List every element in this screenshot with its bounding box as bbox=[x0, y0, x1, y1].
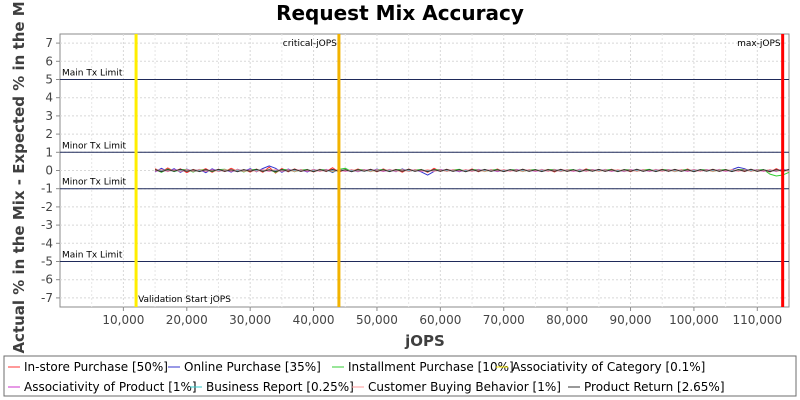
legend-label: Business Report [0.25%] bbox=[206, 380, 354, 394]
reference-lines: Main Tx Limit Minor Tx Limit Minor Tx Limi… bbox=[60, 69, 789, 262]
marker-lines: Validation Start jOPS critical-jOPS max-jO… bbox=[134, 34, 785, 307]
y-tick-label: -2 bbox=[41, 200, 53, 214]
y-tick-label: 2 bbox=[45, 127, 53, 141]
y-tick-label: 0 bbox=[45, 164, 53, 178]
legend-label: Customer Buying Behavior [1%] bbox=[368, 380, 561, 394]
series-line bbox=[154, 168, 790, 173]
chart-title: Request Mix Accuracy bbox=[276, 1, 524, 25]
legend-label: Online Purchase [35%] bbox=[184, 360, 321, 374]
marker-line-label: critical-jOPS bbox=[283, 39, 337, 49]
y-tick-label: -3 bbox=[41, 218, 53, 232]
reference-line-label: Main Tx Limit bbox=[62, 69, 123, 79]
series-lines bbox=[154, 165, 790, 177]
axis-layer: 10,000 20,000 30,000 40,000 50,000 60,000 70,0… bbox=[41, 36, 782, 327]
y-tick-label: 5 bbox=[45, 73, 53, 87]
y-axis-title: Actual % in the Mix - Expected % in the … bbox=[10, 0, 28, 354]
y-tick-label: -7 bbox=[41, 291, 53, 305]
y-tick-label: 1 bbox=[45, 145, 53, 159]
x-tick-label: 110,000 bbox=[732, 313, 782, 327]
marker-line-label: max-jOPS bbox=[737, 39, 781, 49]
x-tick-label: 60,000 bbox=[419, 313, 461, 327]
legend-box bbox=[3, 355, 797, 397]
legend-label: Product Return [2.65%] bbox=[584, 380, 725, 394]
x-axis-title: jOPS bbox=[404, 332, 445, 350]
legend-label: Installment Purchase [10%] bbox=[348, 360, 514, 374]
x-tick-label: 90,000 bbox=[610, 313, 652, 327]
reference-line-label: Minor Tx Limit bbox=[62, 141, 127, 151]
marker-line-label: Validation Start jOPS bbox=[138, 295, 231, 305]
y-tick-label: -5 bbox=[41, 255, 53, 269]
y-tick-label: 3 bbox=[45, 109, 53, 123]
x-tick-label: 20,000 bbox=[166, 313, 208, 327]
y-tick-label: 6 bbox=[45, 54, 53, 68]
x-tick-label: 30,000 bbox=[229, 313, 271, 327]
x-tick-label: 100,000 bbox=[669, 313, 719, 327]
x-tick-label: 10,000 bbox=[102, 313, 144, 327]
x-tick-label: 80,000 bbox=[546, 313, 588, 327]
reference-line-label: Main Tx Limit bbox=[62, 251, 123, 261]
legend-label: Associativity of Product [1%] bbox=[24, 380, 197, 394]
y-tick-label: -6 bbox=[41, 273, 53, 287]
y-tick-label: -4 bbox=[41, 236, 53, 250]
legend-label: Associativity of Category [0.1%] bbox=[512, 360, 705, 374]
legend-label: In-store Purchase [50%] bbox=[24, 360, 168, 374]
y-tick-label: 7 bbox=[45, 36, 53, 50]
y-tick-label: -1 bbox=[41, 182, 53, 196]
y-tick-label: 4 bbox=[45, 91, 53, 105]
x-tick-label: 50,000 bbox=[356, 313, 398, 327]
reference-line-label: Minor Tx Limit bbox=[62, 178, 127, 188]
legend: In-store Purchase [50%] Online Purchase [… bbox=[3, 355, 797, 397]
x-tick-label: 40,000 bbox=[293, 313, 335, 327]
x-tick-label: 70,000 bbox=[483, 313, 525, 327]
